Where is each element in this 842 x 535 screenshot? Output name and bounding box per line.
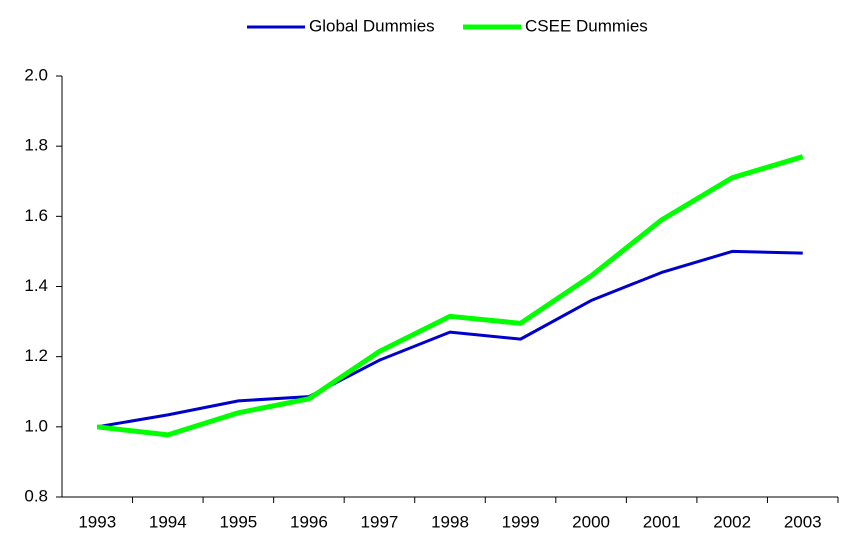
x-tick-label: 1999 [502, 512, 540, 531]
x-tick-label: 2002 [713, 512, 751, 531]
legend-label: CSEE Dummies [525, 16, 648, 35]
x-tick-label: 1997 [361, 512, 399, 531]
series-line [97, 249, 803, 429]
y-tick-label: 0.8 [24, 486, 48, 505]
x-tick-label: 2001 [643, 512, 681, 531]
x-tick-label: 2000 [572, 512, 610, 531]
y-tick-label: 1.2 [24, 346, 48, 365]
y-tick-label: 1.8 [24, 136, 48, 155]
legend-label: Global Dummies [309, 16, 435, 35]
y-tick-label: 1.6 [24, 206, 48, 225]
x-tick-label: 1995 [219, 512, 257, 531]
x-tick-label: 1993 [78, 512, 116, 531]
y-tick-label: 2.0 [24, 65, 48, 84]
x-tick-label: 2003 [784, 512, 822, 531]
y-tick-label: 1.0 [24, 416, 48, 435]
x-tick-label: 1994 [149, 512, 187, 531]
x-tick-label: 1998 [431, 512, 469, 531]
x-tick-label: 1996 [290, 512, 328, 531]
y-tick-label: 1.4 [24, 276, 48, 295]
series-line [96, 154, 804, 438]
